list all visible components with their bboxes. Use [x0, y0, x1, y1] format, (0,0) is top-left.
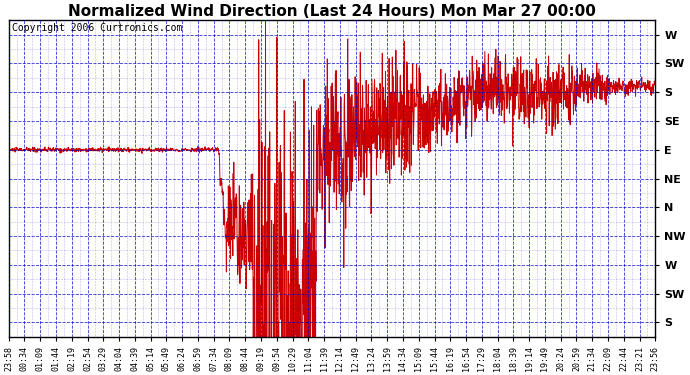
- Text: Copyright 2006 Curtronics.com: Copyright 2006 Curtronics.com: [12, 24, 182, 33]
- Title: Normalized Wind Direction (Last 24 Hours) Mon Mar 27 00:00: Normalized Wind Direction (Last 24 Hours…: [68, 4, 596, 19]
